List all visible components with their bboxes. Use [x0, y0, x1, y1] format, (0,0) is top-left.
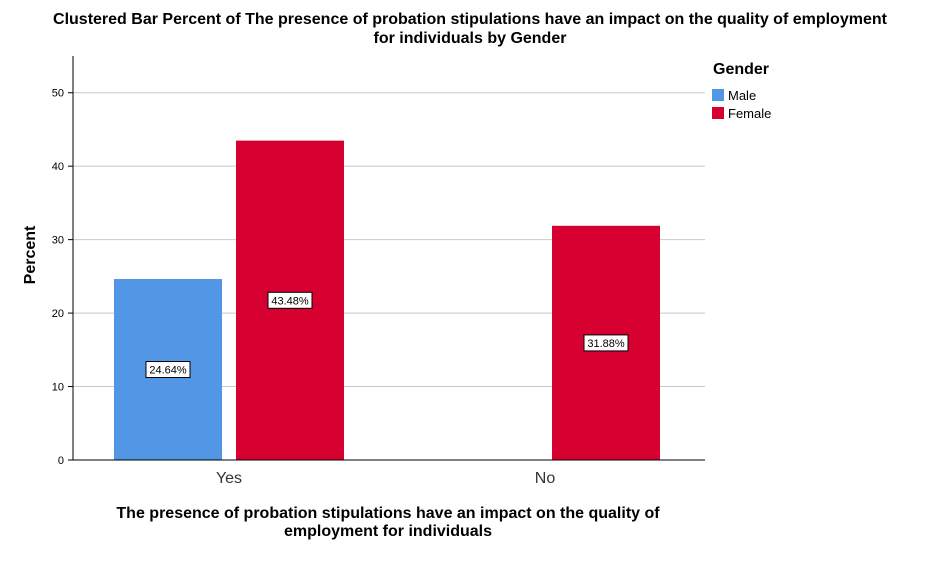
legend-title: Gender [713, 61, 769, 78]
x-tick-label-no: No [535, 470, 556, 487]
chart-title-line-2: for individuals by Gender [374, 30, 567, 47]
legend: Gender Male Female [712, 61, 771, 121]
data-label-box-male-yes [145, 361, 191, 379]
legend-label-male: Male [728, 88, 756, 103]
x-tick-label-yes: Yes [216, 470, 242, 487]
x-axis-title-line-2: employment for individuals [284, 523, 492, 540]
legend-label-female: Female [728, 106, 771, 121]
chart-title-line-1: Clustered Bar Percent of The presence of… [53, 11, 888, 28]
bars [114, 140, 660, 460]
data-label-female-yes: 43.48% [271, 295, 309, 307]
legend-swatch-female [712, 107, 724, 119]
y-tick-label-50: 50 [52, 88, 64, 100]
data-label-box-female-no [583, 334, 629, 352]
data-label-male-yes: 24.64% [149, 365, 187, 377]
y-tick-label-0: 0 [58, 455, 64, 467]
y-tick-label-10: 10 [52, 382, 64, 394]
y-tick-label-40: 40 [52, 161, 64, 173]
y-axis-title: Percent [22, 225, 39, 284]
axes: 0 10 20 30 40 50 Yes No [52, 56, 705, 487]
y-tick-label-20: 20 [52, 308, 64, 320]
data-label-box-female-yes [267, 291, 313, 309]
data-label-female-no: 31.88% [587, 338, 625, 350]
data-labels: 24.64% 43.48% 31.88% [145, 291, 629, 379]
x-axis-title-line-1: The presence of probation stipulations h… [116, 505, 660, 522]
legend-swatch-male [712, 89, 724, 101]
y-tick-label-30: 30 [52, 235, 64, 247]
